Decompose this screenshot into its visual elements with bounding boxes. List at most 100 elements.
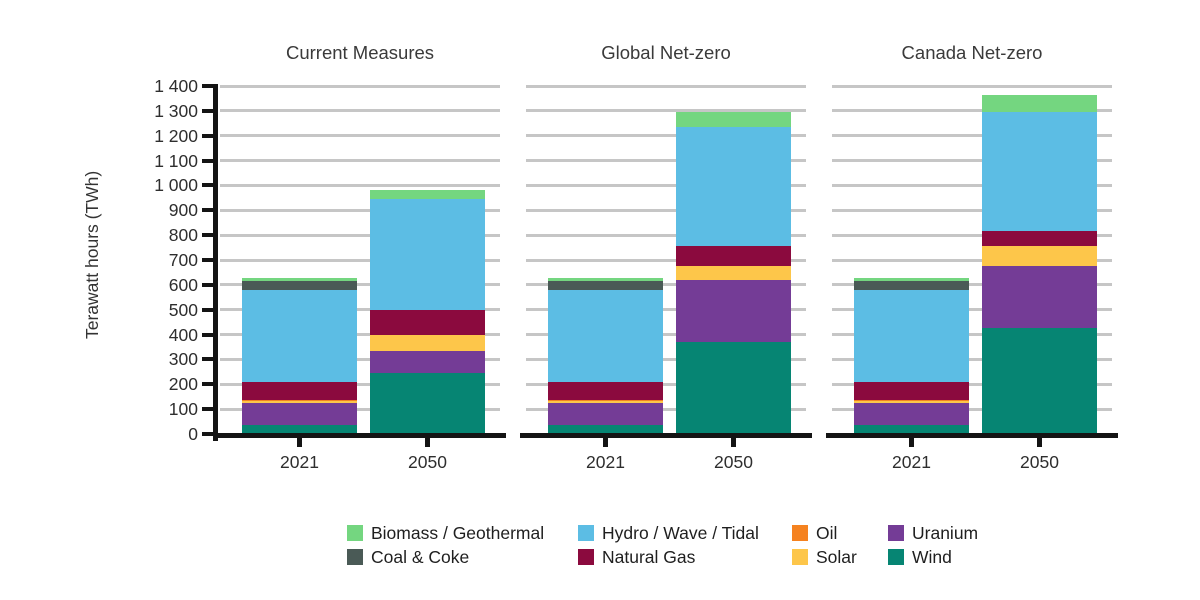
y-tick-mark (202, 382, 213, 387)
gridline (526, 333, 806, 337)
legend-swatch-wind (888, 549, 904, 565)
legend-label: Oil (816, 523, 838, 543)
bar-segment-biomass-geothermal[interactable] (242, 277, 357, 282)
bar-segment-solar[interactable] (548, 401, 663, 403)
y-tick-mark (202, 108, 213, 113)
gridline (832, 233, 1112, 237)
legend-item-hydro-wave-tidal[interactable]: Hydro / Wave / Tidal (578, 524, 759, 542)
y-axis-title: Terawatt hours (TWh) (82, 170, 102, 340)
legend-item-biomass-geothermal[interactable]: Biomass / Geothermal (347, 524, 544, 542)
gridline (832, 407, 1112, 411)
gridline (526, 183, 806, 187)
bar-2021[interactable] (548, 277, 663, 434)
bar-segment-hydro-wave-tidal[interactable] (370, 199, 485, 310)
legend-swatch-uranium (888, 525, 904, 541)
bar-segment-biomass-geothermal[interactable] (982, 94, 1097, 113)
bar-2021[interactable] (854, 277, 969, 434)
bar-segment-solar[interactable] (370, 334, 485, 351)
bar-2050[interactable] (982, 94, 1097, 434)
gridline (832, 308, 1112, 312)
bar-segment-wind[interactable] (854, 425, 969, 434)
y-tick-label: 0 (188, 424, 198, 444)
x-tick-mark (297, 438, 302, 447)
legend-item-solar[interactable]: Solar (792, 548, 857, 566)
bar-2021[interactable] (242, 277, 357, 434)
bar-segment-natural-gas[interactable] (548, 382, 663, 401)
legend-label: Natural Gas (602, 547, 696, 567)
gridline (220, 84, 500, 88)
legend-item-oil[interactable]: Oil (792, 524, 857, 542)
bar-segment-natural-gas[interactable] (982, 231, 1097, 247)
legend-item-natural-gas[interactable]: Natural Gas (578, 548, 759, 566)
legend-item-wind[interactable]: Wind (888, 548, 978, 566)
bar-segment-solar[interactable] (982, 246, 1097, 267)
gridline (832, 84, 1112, 88)
bar-segment-wind[interactable] (370, 373, 485, 434)
y-tick-mark (202, 183, 213, 188)
gridline (526, 382, 806, 386)
x-tick-label: 2050 (1020, 452, 1059, 472)
y-tick-label: 500 (168, 299, 198, 320)
bar-segment-uranium[interactable] (676, 279, 791, 342)
bar-segment-solar[interactable] (242, 401, 357, 403)
y-tick-mark (202, 357, 213, 362)
bar-segment-hydro-wave-tidal[interactable] (854, 289, 969, 382)
bar-segment-hydro-wave-tidal[interactable] (982, 112, 1097, 232)
legend-swatch-biomass-geothermal (347, 525, 363, 541)
gridline (220, 134, 500, 138)
gridline (220, 357, 500, 361)
bar-segment-hydro-wave-tidal[interactable] (548, 289, 663, 382)
panel-current-measures: Current Measures 2021 2050 (214, 0, 506, 600)
gridline (220, 333, 500, 337)
bar-segment-solar[interactable] (854, 401, 969, 403)
gridline (832, 159, 1112, 163)
bar-segment-wind[interactable] (676, 341, 791, 434)
bar-segment-solar[interactable] (676, 266, 791, 280)
bar-segment-uranium[interactable] (242, 402, 357, 426)
bar-segment-wind[interactable] (242, 425, 357, 434)
y-tick-mark (202, 84, 213, 88)
y-tick-label: 1 400 (154, 76, 198, 96)
y-tick-mark (202, 282, 213, 287)
bar-segment-natural-gas[interactable] (676, 246, 791, 267)
bar-segment-natural-gas[interactable] (854, 382, 969, 401)
bar-segment-oil[interactable] (242, 400, 357, 402)
legend-item-uranium[interactable]: Uranium (888, 524, 978, 542)
legend-item-coal-coke[interactable]: Coal & Coke (347, 548, 544, 566)
bar-segment-wind[interactable] (982, 328, 1097, 434)
bar-segment-biomass-geothermal[interactable] (854, 277, 969, 282)
panel-canada-net-zero: Canada Net-zero 2021 2050 (826, 0, 1118, 600)
legend-label: Uranium (912, 523, 979, 543)
gridline (220, 308, 500, 312)
bar-segment-oil[interactable] (854, 400, 969, 402)
bar-segment-natural-gas[interactable] (242, 382, 357, 401)
x-tick-label: 2021 (280, 452, 319, 472)
bar-2050[interactable] (370, 190, 485, 434)
bar-segment-uranium[interactable] (548, 402, 663, 426)
gridline (832, 134, 1112, 138)
bar-segment-oil[interactable] (548, 400, 663, 402)
legend-swatch-hydro-wave-tidal (578, 525, 594, 541)
bar-segment-biomass-geothermal[interactable] (676, 112, 791, 127)
bar-segment-wind[interactable] (548, 425, 663, 434)
y-tick-mark (202, 332, 213, 337)
bar-segment-uranium[interactable] (370, 350, 485, 374)
bar-segment-coal-coke[interactable] (854, 281, 969, 290)
y-tick-mark (202, 258, 213, 262)
y-tick-mark (202, 208, 213, 213)
legend-swatch-coal-coke (347, 549, 363, 565)
bar-segment-hydro-wave-tidal[interactable] (676, 127, 791, 247)
gridline (526, 308, 806, 312)
bar-segment-hydro-wave-tidal[interactable] (242, 289, 357, 382)
gridline (220, 407, 500, 411)
bar-segment-uranium[interactable] (854, 402, 969, 426)
bar-2050[interactable] (676, 112, 791, 434)
x-axis-line (826, 433, 1118, 438)
bar-segment-biomass-geothermal[interactable] (548, 277, 663, 282)
bar-segment-natural-gas[interactable] (370, 309, 485, 335)
bar-segment-uranium[interactable] (982, 266, 1097, 329)
bar-segment-biomass-geothermal[interactable] (370, 190, 485, 200)
y-tick-label: 300 (168, 349, 198, 370)
bar-segment-coal-coke[interactable] (242, 281, 357, 290)
bar-segment-coal-coke[interactable] (548, 281, 663, 290)
